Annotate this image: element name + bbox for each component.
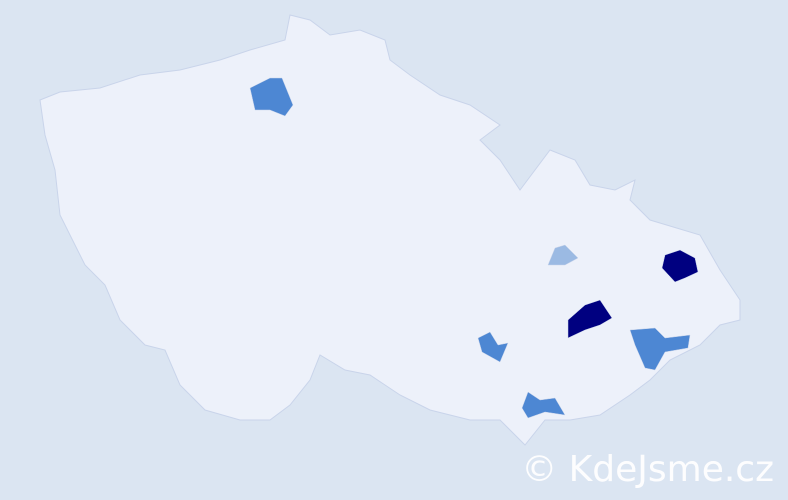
district-medium[interactable]	[521, 391, 566, 419]
country-outline	[39, 14, 741, 446]
watermark: © KdeJsme.cz	[521, 449, 774, 490]
district-low[interactable]	[547, 244, 579, 266]
district-medium[interactable]	[629, 327, 691, 371]
district-high[interactable]	[567, 299, 613, 339]
district-medium[interactable]	[477, 331, 509, 363]
district-medium[interactable]	[249, 77, 294, 117]
district-high[interactable]	[661, 249, 699, 283]
